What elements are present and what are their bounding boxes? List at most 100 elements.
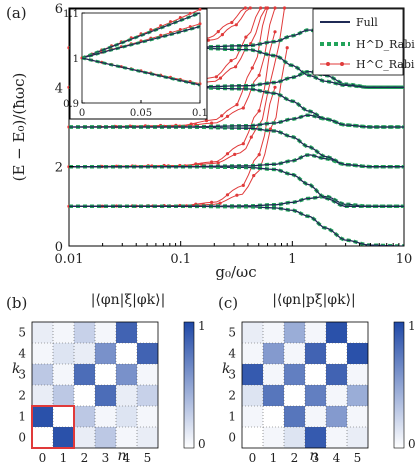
colorbar-min-label: 0 [198, 437, 206, 451]
counter-rotating-point [249, 135, 253, 139]
panel-b-title: |⟨φn|ξ|φk⟩| [91, 292, 166, 308]
x-tick-label: 2 [291, 451, 299, 465]
legend-counter-marker [326, 62, 330, 66]
heatmap-cell [347, 364, 368, 385]
counter-rotating-point [225, 152, 230, 156]
heatmap-cell [242, 364, 263, 385]
heatmap-cell [95, 385, 116, 406]
counter-rotating-point [218, 201, 222, 205]
x-tick-label: 0 [39, 451, 47, 465]
heatmap-cell [116, 322, 137, 343]
y-tick-label: 2 [18, 389, 26, 403]
heatmap-cell [137, 385, 158, 406]
heatmap-cell [305, 343, 326, 364]
full-curve [69, 205, 404, 246]
heatmap-cell [305, 364, 326, 385]
counter-rotating-point [257, 73, 261, 77]
heatmap-cell [116, 343, 137, 364]
counter-rotating-point [206, 38, 210, 42]
inset-counter-point [198, 22, 202, 26]
inset-counter-point [178, 28, 182, 31]
x-tick-label: 2 [81, 451, 89, 465]
heatmap-cell [53, 322, 74, 343]
heatmap-cell [53, 385, 74, 406]
heatmap-cell [32, 322, 53, 343]
counter-rotating-point [273, 6, 277, 10]
full-curve [69, 195, 404, 207]
inset-x-tick-label: 0.1 [192, 108, 208, 119]
counter-rotating-point [229, 59, 233, 63]
heatmap-cell [284, 406, 305, 427]
panel-b-ylabel: k [12, 361, 20, 377]
heatmap-cell [284, 322, 305, 343]
inset-full-curve [81, 12, 201, 59]
heatmap-cell [326, 406, 347, 427]
heatmap-cell [95, 322, 116, 343]
counter-rotating-point [218, 76, 223, 80]
counter-rotating-point [210, 121, 214, 125]
y-tick-label: 1 [228, 410, 236, 424]
heatmap-cell [137, 343, 158, 364]
heatmap-cell [326, 322, 347, 343]
heatmap-cell [347, 427, 368, 448]
colorbar [183, 321, 195, 449]
inset-x-tick-label: 0.05 [130, 108, 152, 119]
y-tick-label: 0 [18, 431, 26, 445]
inset-counter-point [178, 16, 182, 19]
counter-rotating-point [216, 161, 220, 165]
heatmap-cell [305, 406, 326, 427]
legend-dispersive-label: H^D_Rabi [356, 38, 415, 51]
heatmap-cell [347, 343, 368, 364]
heatmap-cell [347, 406, 368, 427]
x-tick-label: 1 [270, 451, 278, 465]
heatmap-cell [95, 406, 116, 427]
inset-counter-point [198, 7, 202, 11]
panel-a-label: (a) [6, 4, 27, 22]
heatmap-cell [326, 427, 347, 448]
panel-c-ylabel: k [222, 361, 230, 377]
heatmap-cell [305, 427, 326, 448]
y-axis-label: (E − E₀)/(ħωc) [10, 73, 28, 182]
counter-rotating-point [241, 106, 245, 110]
x-tick-label: 5 [354, 451, 362, 465]
heatmap-cell [305, 322, 326, 343]
heatmap-cell [242, 322, 263, 343]
counter-rotating-point [257, 109, 261, 113]
panel-b-label: (b) [6, 294, 27, 312]
counter-rotating-point [235, 193, 239, 197]
heatmap-cell [263, 322, 284, 343]
heatmap-cell [53, 343, 74, 364]
heatmap-cell [32, 343, 53, 364]
x-tick-label: 1 [60, 451, 68, 465]
legend-full-label: Full [356, 16, 378, 29]
y-tick-label: 1 [18, 410, 26, 424]
heatmap-cell [116, 385, 137, 406]
heatmap-cell [32, 427, 53, 448]
x-tick-label: 4 [123, 451, 131, 465]
x-tick-label: 0.1 [170, 252, 191, 267]
counter-rotating-point [268, 127, 272, 131]
counter-rotating-point [220, 33, 224, 37]
dispersive-curve [69, 204, 404, 246]
colorbar-max-label: 1 [408, 319, 416, 333]
counter-rotating-point [210, 200, 214, 204]
counter-rotating-point [257, 153, 261, 157]
heatmap-cell [74, 385, 95, 406]
heatmap-cell [347, 385, 368, 406]
full-curve [69, 166, 404, 207]
counter-rotating-point [273, 30, 277, 34]
colorbar-min-label: 0 [408, 437, 416, 451]
counter-rotating-point [214, 75, 218, 79]
y-tick-label: 4 [55, 81, 63, 96]
heatmap-cell [53, 406, 74, 427]
x-tick-label: 0.01 [55, 252, 84, 267]
y-tick-label: 4 [228, 347, 236, 361]
heatmap-cell [305, 385, 326, 406]
heatmap-cell [53, 364, 74, 385]
counter-rotating-point [250, 66, 254, 70]
inset-counter-point [188, 11, 192, 15]
y-tick-label: 4 [18, 347, 26, 361]
